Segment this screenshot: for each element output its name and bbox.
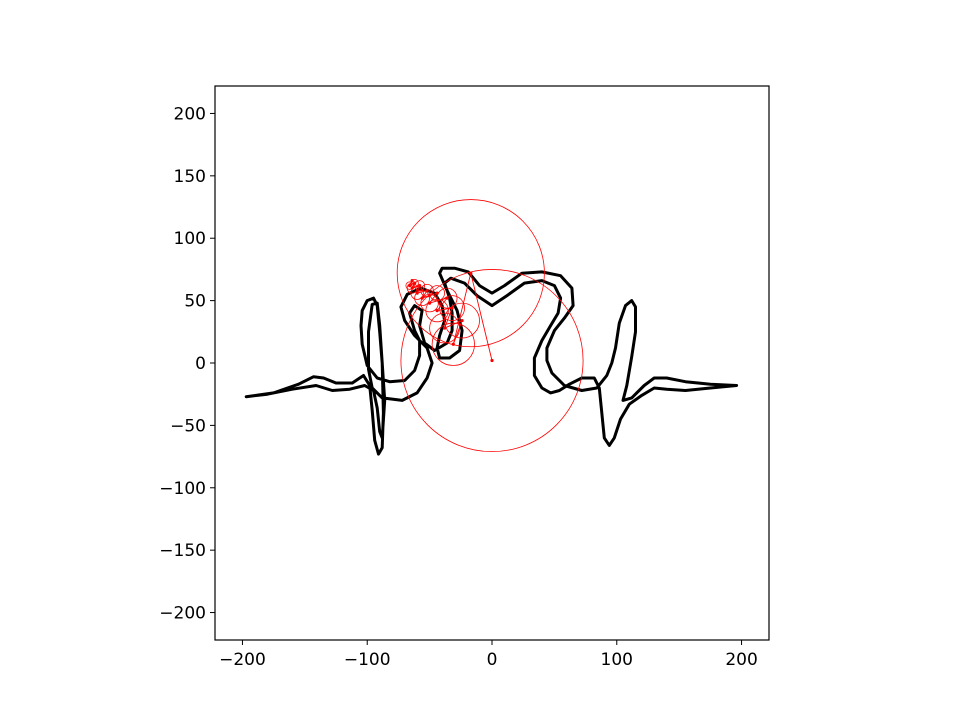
y-axis: −200 −150 −100 −50 0 50 100 150 200 (159, 104, 215, 624)
y-tick-label: 150 (174, 167, 206, 187)
x-tick-label: 0 (487, 650, 498, 670)
epicycle-joint-point (451, 342, 455, 346)
epicycle-joint-point (490, 358, 494, 363)
epicycle-circle (431, 322, 475, 366)
epicycle-joint-point (445, 296, 449, 300)
epicycle-joint-point (435, 291, 439, 295)
epicycle-joint-point (410, 286, 414, 290)
epicycle-circle (414, 280, 426, 292)
drawn-curve-line (244, 266, 739, 456)
x-axis: −200 −100 0 100 200 (219, 640, 758, 670)
epicycle-joint-point (428, 301, 432, 305)
epicycle-joint-point (408, 284, 412, 288)
y-tick-label: 100 (174, 229, 206, 249)
epicycle-joint-point (425, 289, 429, 293)
y-tick-label: −150 (159, 541, 206, 561)
epicycle-circle (444, 302, 480, 339)
plot-area (244, 199, 739, 456)
chart-marks (244, 199, 739, 456)
epicycle-joint-point (420, 296, 424, 300)
y-tick-label: 0 (195, 354, 206, 374)
epicycle-joint-point (469, 271, 473, 275)
y-tick-label: 50 (184, 292, 206, 312)
x-tick-label: 100 (601, 650, 633, 670)
y-tick-label: −50 (170, 416, 206, 436)
x-tick-label: −100 (344, 650, 391, 670)
epicycle-circle (396, 199, 545, 348)
y-tick-label: −200 (159, 604, 206, 624)
y-tick-label: 200 (174, 104, 206, 124)
epicycle-joint-point (410, 279, 414, 283)
epicycle-joint-point (415, 291, 419, 295)
x-tick-label: 200 (725, 650, 757, 670)
epicycle-joint-point (435, 308, 439, 313)
epicycle-joint-point (418, 284, 422, 288)
y-tick-label: −100 (159, 479, 206, 499)
epicycle-joint-point (450, 306, 454, 310)
epicycle-circle (414, 290, 431, 307)
epicycle-joint-point (442, 326, 447, 330)
epicycle-circle (406, 282, 418, 294)
epicycle-joint-point (413, 281, 417, 285)
x-tick-label: −200 (219, 650, 266, 670)
epicycle-joint-point (460, 318, 464, 323)
epicycle-circle (400, 269, 584, 452)
